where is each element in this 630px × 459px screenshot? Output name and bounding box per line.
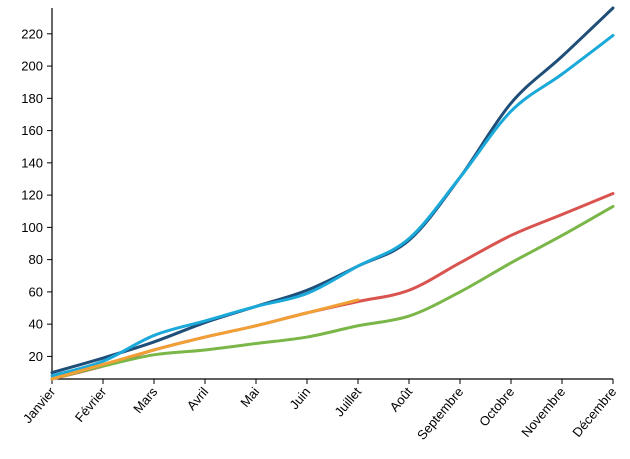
y-tick-label: 20 — [29, 349, 43, 364]
x-axis-ticks: Janvier Février Mars Avril Mai Juin Juillet Aoû… — [20, 379, 619, 443]
x-tick-label: Août — [387, 384, 416, 414]
series-line-1 — [50, 6, 615, 375]
y-tick-label: 80 — [29, 252, 43, 267]
x-tick-label: Septembre — [414, 384, 466, 442]
y-tick-label: 40 — [29, 317, 43, 332]
series-line-3 — [50, 192, 615, 381]
x-tick-label: Mai — [237, 384, 262, 410]
y-tick-label: 140 — [21, 155, 43, 170]
series-line-2 — [50, 33, 615, 378]
y-tick-label: 60 — [29, 284, 43, 299]
y-tick-label: 100 — [21, 220, 43, 235]
x-tick-label: Mars — [130, 384, 160, 416]
series-lines — [50, 6, 615, 381]
x-tick-label: Avril — [184, 384, 212, 413]
series-line-4 — [50, 204, 615, 381]
y-axis-ticks: 20 40 60 80 100 120 140 160 180 200 220 — [21, 26, 52, 364]
x-tick-label: Janvier — [20, 384, 59, 426]
y-tick-label: 220 — [21, 26, 43, 41]
x-tick-label: Février — [72, 384, 110, 425]
x-tick-label: Octobre — [476, 384, 517, 429]
x-tick-label: Juin — [286, 384, 313, 412]
y-tick-label: 200 — [21, 59, 43, 74]
x-tick-label: Décembre — [569, 384, 619, 440]
x-tick-label: Juillet — [331, 384, 364, 419]
x-tick-label: Novembre — [518, 384, 568, 440]
y-tick-label: 160 — [21, 123, 43, 138]
axes — [51, 8, 613, 380]
y-tick-label: 180 — [21, 91, 43, 106]
y-tick-label: 120 — [21, 188, 43, 203]
series-line-5 — [50, 298, 360, 381]
